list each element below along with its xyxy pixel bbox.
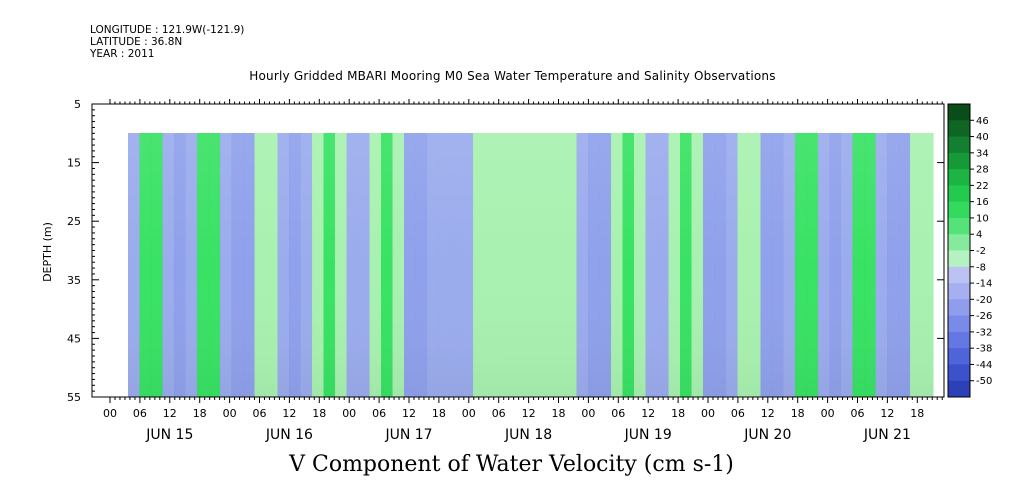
- y-tick-label: 25: [67, 215, 81, 228]
- colorbar-swatch: [948, 266, 970, 284]
- colorbar-label: -50: [976, 376, 992, 387]
- x-axis: 00 06 12 18 00 06 12 18 00 06 12 18 00 06 12 18 00 06 12 18…: [103, 99, 943, 443]
- colorbar-swatch: [948, 185, 970, 203]
- colorbar-label: 16: [976, 197, 989, 208]
- colorbar-swatch: [948, 201, 970, 219]
- colorbar-swatch: [948, 331, 970, 349]
- x-hour-label: 00: [821, 407, 835, 420]
- y-tick-label: 5: [74, 98, 81, 111]
- colorbar-label: -14: [976, 279, 992, 290]
- y-tick-label: 35: [67, 274, 81, 287]
- x-hour-label: 06: [372, 407, 386, 420]
- x-hour-label: 12: [282, 407, 296, 420]
- colorbar-label: 28: [976, 165, 989, 176]
- x-hour-label: 12: [522, 407, 536, 420]
- x-date-label: JUN 21: [863, 427, 911, 443]
- x-hour-label: 18: [312, 407, 326, 420]
- colorbar-label: -2: [976, 246, 986, 257]
- colorbar-label: 46: [976, 116, 989, 127]
- colorbar-swatch: [948, 299, 970, 317]
- colorbar-swatch: [948, 283, 970, 300]
- x-hour-label: 18: [432, 407, 446, 420]
- x-hour-label: 00: [701, 407, 715, 420]
- colorbar-swatch: [948, 364, 970, 382]
- colorbar-label: 10: [976, 213, 989, 224]
- x-hour-label: 00: [581, 407, 595, 420]
- colorbar-swatch: [948, 234, 970, 251]
- x-axis-title: V Component of Water Velocity (cm s-1): [289, 452, 734, 477]
- x-hour-label: 12: [163, 407, 177, 420]
- colorbar: 46 40 34 28 22 16 10 4 -2 -8 -14 -20 -26 -32 -38 -44 -50: [947, 103, 992, 398]
- x-hour-label: 12: [761, 407, 775, 420]
- colorbar-swatch: [948, 104, 970, 121]
- x-date-label: JUN 17: [384, 427, 432, 443]
- colorbar-label: 40: [976, 132, 989, 143]
- y-axis-label: DEPTH (m): [41, 222, 54, 282]
- x-hour-label: 06: [851, 407, 865, 420]
- colorbar-label: 22: [976, 181, 989, 192]
- x-date-label: JUN 19: [624, 427, 672, 443]
- x-hour-label: 00: [103, 407, 117, 420]
- x-hour-label: 00: [342, 407, 356, 420]
- x-date-label: JUN 20: [743, 427, 791, 443]
- colorbar-swatch: [948, 120, 970, 137]
- x-hour-label: 12: [880, 407, 894, 420]
- heatmap-field: [128, 133, 934, 397]
- colorbar-label: 34: [976, 148, 989, 159]
- year-label: YEAR : 2011: [90, 48, 155, 60]
- colorbar-swatch: [948, 152, 970, 170]
- colorbar-label: -8: [976, 262, 986, 273]
- x-hour-label: 18: [791, 407, 805, 420]
- x-hour-label: 06: [133, 407, 147, 420]
- y-tick-label: 15: [67, 157, 81, 170]
- x-hour-label: 00: [462, 407, 476, 420]
- x-hour-label: 06: [731, 407, 745, 420]
- x-hour-label: 06: [492, 407, 506, 420]
- colorbar-swatch: [948, 380, 970, 398]
- colorbar-swatch: [948, 169, 970, 186]
- colorbar-label: -20: [976, 295, 992, 306]
- colorbar-label: -44: [976, 360, 992, 371]
- y-tick-label: 55: [67, 391, 81, 404]
- metadata-block: LONGITUDE : 121.9W(-121.9) LATITUDE : 36…: [90, 24, 244, 60]
- x-hour-label: 06: [253, 407, 267, 420]
- y-axis: 5 15 25 35 45 55: [67, 98, 944, 404]
- x-hour-label: 18: [552, 407, 566, 420]
- x-date-label: JUN 16: [265, 427, 313, 443]
- colorbar-swatch: [948, 136, 970, 154]
- colorbar-swatch: [948, 315, 970, 333]
- x-hour-label: 18: [910, 407, 924, 420]
- colorbar-label: -26: [976, 311, 992, 322]
- y-tick-label: 45: [67, 332, 81, 345]
- colorbar-label: -32: [976, 327, 992, 338]
- x-hour-label: 12: [402, 407, 416, 420]
- colorbar-swatch: [948, 348, 970, 365]
- chart-title: Hourly Gridded MBARI Mooring M0 Sea Wate…: [249, 69, 776, 83]
- x-hour-label: 18: [671, 407, 685, 420]
- colorbar-label: 4: [976, 230, 982, 241]
- colorbar-swatch: [948, 217, 970, 235]
- longitude-label: LONGITUDE : 121.9W(-121.9): [90, 24, 245, 36]
- x-hour-label: 06: [611, 407, 625, 420]
- x-hour-label: 00: [223, 407, 237, 420]
- x-date-label: JUN 15: [145, 427, 193, 443]
- x-hour-label: 18: [193, 407, 207, 420]
- x-date-label: JUN 18: [504, 427, 552, 443]
- colorbar-swatch: [948, 250, 970, 268]
- latitude-label: LATITUDE : 36.8N: [90, 36, 183, 48]
- colorbar-label: -38: [976, 344, 992, 355]
- heatmap-shade: [128, 133, 933, 397]
- x-hour-label: 12: [641, 407, 655, 420]
